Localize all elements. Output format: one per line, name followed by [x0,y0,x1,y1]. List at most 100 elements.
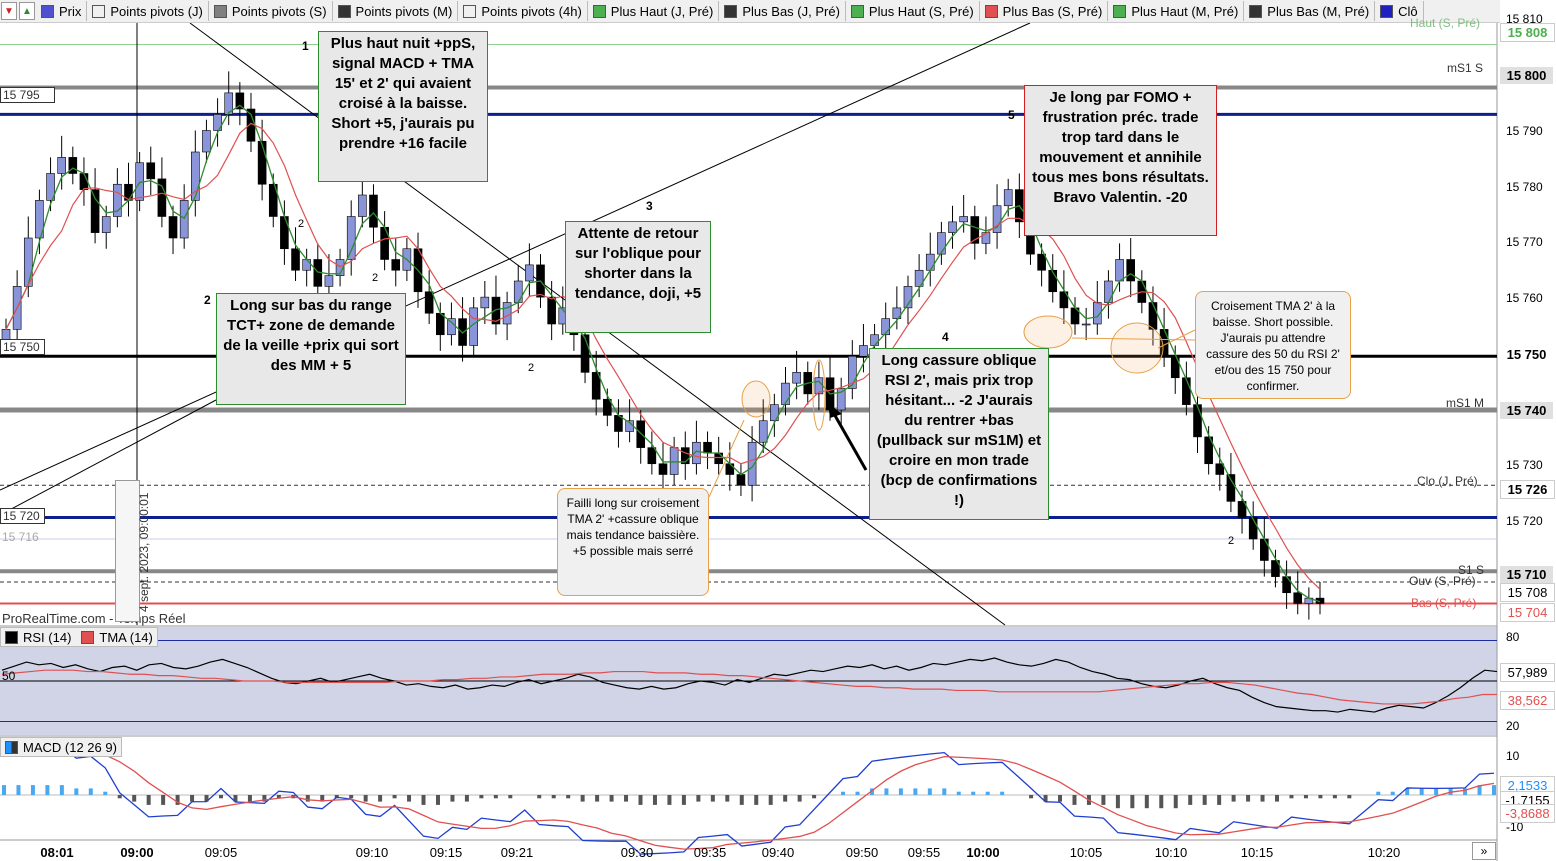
macd-histogram-bar [551,795,556,799]
legend-item[interactable]: Plus Haut (M, Pré) [1108,1,1245,21]
annotation-2: Long sur bas du range TCT+ zone de deman… [216,293,406,405]
price-tick: 15 810 [1506,12,1543,26]
legend-swatch [1249,4,1263,18]
candle [669,447,679,475]
arrow-down-icon[interactable]: ▼ [1,2,17,20]
legend-item[interactable]: Clô [1375,1,1424,21]
time-tick: 10:20 [1367,845,1401,860]
marker-4: 4 [942,330,949,344]
legend-label: Prix [59,3,82,19]
macd-histogram-bar [1347,795,1352,799]
macd-histogram-bar [407,795,412,802]
legend-item[interactable]: Points pivots (S) [209,1,333,21]
macd-histogram-bar [1115,795,1120,809]
macd-histogram-bar [710,795,715,802]
rsi-left-tag: 50 [2,669,16,683]
marker-5: 5 [1008,108,1015,122]
candle [224,92,234,115]
macd-histogram-bar [812,795,817,799]
macd-histogram-bar [1072,795,1077,805]
macd-histogram-bar [638,795,643,805]
macd-histogram-bar [190,795,195,802]
macd-histogram-bar [884,788,889,795]
candle [447,318,456,336]
legend-swatch [1380,4,1394,18]
legend-label: Plus Haut (S, Pré) [868,3,974,19]
macd-histogram-bar [1332,795,1337,799]
macd-histogram-bar [1000,791,1005,795]
legend-item[interactable]: Plus Haut (J, Pré) [588,1,720,21]
macd-histogram-bar [1390,791,1395,795]
legend-item[interactable]: Points pivots (4h) [458,1,588,21]
price-tick: 15 720 [1506,514,1543,528]
ma-fast-line [5,104,1321,603]
legend-item[interactable]: Plus Bas (M, Pré) [1244,1,1376,21]
macd-histogram-bar [783,795,788,802]
candle [959,216,968,223]
candle [970,216,980,244]
legend-label: Points pivots (4h) [481,3,582,19]
time-tick: 10:05 [1069,845,1103,860]
candle [1126,259,1135,282]
macd-histogram-bar [1289,795,1294,799]
candle [525,264,534,282]
scroll-right-icon[interactable]: » [1472,842,1496,860]
macd-histogram-bar [479,795,484,799]
candle [714,452,723,465]
candle [157,178,167,217]
candle [603,398,612,416]
price-box-15710: 15 710 [1500,566,1553,583]
time-tick: 10:15 [1240,845,1274,860]
rsi-swatch [5,630,18,644]
macd-histogram-bar [378,795,383,802]
macd-legend[interactable]: MACD (12 26 9) [0,737,122,757]
candle [46,173,55,201]
legend-swatch [984,4,998,18]
legend-item[interactable]: Points pivots (J) [87,1,209,21]
legend-item[interactable]: Plus Bas (J, Pré) [719,1,846,21]
candle [1260,538,1269,561]
candle [1271,560,1280,577]
candle [1182,377,1191,405]
macd-histogram-bar [1231,795,1236,802]
candle [1115,259,1124,282]
arrow-up-icon[interactable]: ▲ [19,2,35,20]
macd-tick: -10 [1506,820,1524,834]
candle [513,280,523,303]
legend-label: Points pivots (J) [110,3,203,19]
macd-panel-bg [0,737,1497,840]
date-marker-box [115,480,140,622]
candle [647,447,657,465]
candle [859,345,868,357]
macd-histogram-bar [898,788,903,795]
time-tick: 09:15 [429,845,463,860]
legend-item[interactable]: Prix [36,1,88,21]
macd-histogram-bar [247,795,252,802]
candle [848,355,857,389]
highlight-ellipse [741,380,771,418]
legend-item[interactable]: Plus Haut (S, Pré) [846,1,980,21]
macd-histogram-bar [262,795,267,802]
macd-histogram-bar [696,795,701,802]
tma-swatch [81,630,95,644]
rsi-legend[interactable]: RSI (14) TMA (14) [0,627,158,647]
macd-histogram-bar [1318,795,1323,799]
date-marker: 4 sept. 2023, 09:00:01 [137,492,151,612]
candle [881,318,891,336]
callout-line [708,419,745,498]
legend-item[interactable]: Plus Bas (S, Pré) [980,1,1109,21]
legend-swatch [337,4,351,18]
level-label-haut-s: Haut (S, Pré) [1410,16,1481,30]
macd-histogram-bar [421,795,426,805]
macd-histogram-bar [1101,795,1106,805]
macd-histogram-bar [1188,795,1193,805]
candle [302,259,311,271]
macd-histogram-bar [450,795,455,802]
macd-histogram-bar [233,795,238,802]
highlight-ellipse [812,359,826,431]
macd-histogram-bar [435,795,440,805]
indicator-legend-bar: ▼ ▲ Prix Points pivots (J) Points pivots (… [0,0,1500,23]
legend-item[interactable]: Points pivots (M) [333,1,459,21]
macd-hist-box: -3,8688 [1500,804,1555,823]
macd-histogram-bar [841,791,846,795]
